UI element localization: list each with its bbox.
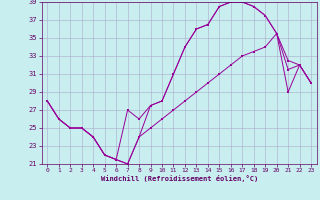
X-axis label: Windchill (Refroidissement éolien,°C): Windchill (Refroidissement éolien,°C) bbox=[100, 175, 258, 182]
